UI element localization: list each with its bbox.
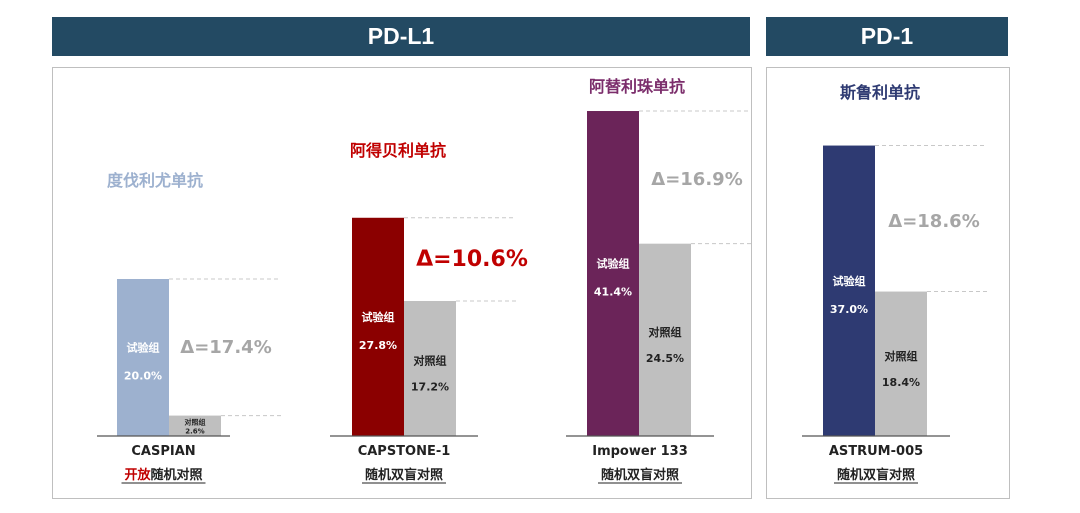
header-pd-1-label: PD-1 [860,23,914,49]
bar-experimental-value: 27.8% [359,339,397,352]
bar-experimental [823,145,875,437]
study-design: 开放随机对照 [124,467,202,483]
bar-experimental-value: 41.4% [594,286,632,299]
bar-experimental-value: 37.0% [830,303,868,316]
study-design-part: 随机双盲对照 [837,467,915,483]
bar-control-value: 24.5% [646,352,684,365]
header-pd-l1-label: PD-L1 [367,23,435,49]
bar-control-value: 17.2% [411,380,449,393]
bar-experimental [352,217,404,436]
delta-label: Δ=16.9% [651,169,742,190]
study-design-part: 随机双盲对照 [365,467,443,483]
study-design: 随机双盲对照 [601,467,679,483]
bar-control [169,415,221,436]
bar-experimental [587,111,639,436]
trial-name: Impower 133 [592,444,688,459]
bar-experimental-label: 试验组 [597,257,630,271]
bar-control-label: 对照组 [885,349,918,363]
study-design-part: 随机双盲对照 [601,467,679,483]
bar-experimental [117,279,169,436]
bar-control-label: 对照组 [414,353,447,367]
trial-name: ASTRUM-005 [829,444,923,459]
study-design-part: 开放 [124,467,151,483]
bar-control-value: 18.4% [882,376,920,389]
study-design: 随机双盲对照 [365,467,443,483]
study-design: 随机双盲对照 [837,467,915,483]
header-pd-1: PD-1 [766,17,1008,56]
drug-name: 阿得贝利单抗 [350,141,446,160]
trial-name: CASPIAN [131,444,195,459]
bar-control-label: 对照组 [185,418,206,427]
drug-name: 斯鲁利单抗 [840,83,920,102]
bar-control [875,291,927,436]
bar-control-label: 对照组 [649,325,682,339]
header-pd-l1: PD-L1 [52,17,750,56]
delta-label: Δ=17.4% [180,337,271,358]
bar-control-value: 2.6% [185,428,204,436]
bar-control [404,300,456,436]
trial-name: CAPSTONE-1 [358,444,451,459]
drug-name: 阿替利珠单抗 [589,77,685,96]
bar-experimental-label: 试验组 [833,274,866,288]
delta-label: Δ=18.6% [888,211,979,232]
delta-label: Δ=10.6% [416,247,528,272]
bar-experimental-label: 试验组 [362,310,395,324]
bar-experimental-value: 20.0% [124,370,162,383]
bar-experimental-label: 试验组 [127,341,160,355]
bar-control [639,243,691,436]
drug-name: 度伐利尤单抗 [107,171,203,190]
study-design-part: 随机对照 [151,467,203,483]
